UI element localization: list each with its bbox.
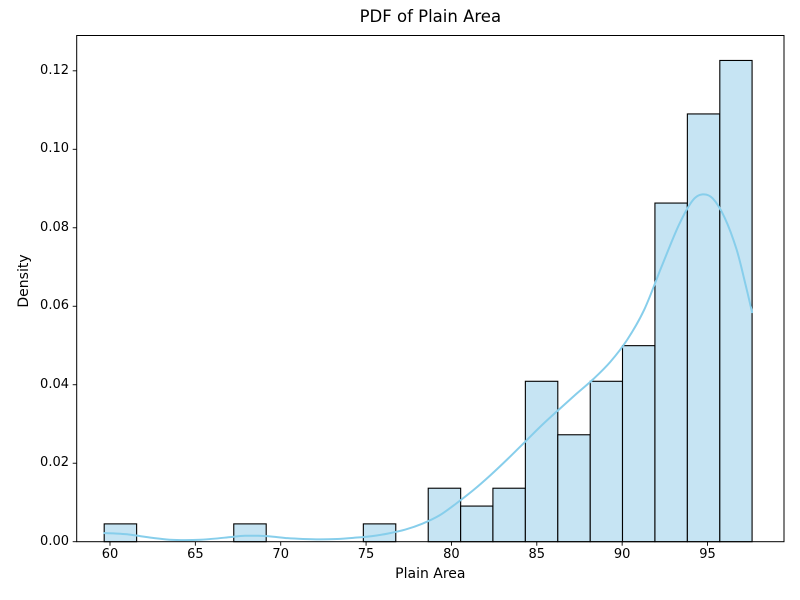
x-tick-label: 90 [613,547,631,562]
histogram-bar [233,523,267,543]
histogram-bar [589,380,624,543]
histogram-bar [686,113,721,543]
axes-spines [76,35,785,543]
histogram-bar [492,487,526,543]
histogram-bar [460,505,494,543]
y-tick-label: 0.10 [40,141,69,157]
chart-title: PDF of Plain Area [359,7,502,26]
y-tick-label: 0.08 [40,219,69,235]
histogram-bar [719,59,753,543]
histogram-bar [524,380,559,543]
y-tick-label: 0.02 [40,455,69,471]
x-tick-label: 95 [699,547,716,562]
x-tick-label: 70 [272,547,289,562]
histogram-bar [557,434,591,543]
x-tick-label: 65 [187,547,204,562]
x-tick-label: 80 [443,547,460,562]
x-tick-label: 85 [528,547,546,562]
y-tick-label: 0.06 [40,298,69,314]
histogram-bar [427,487,462,543]
kde-curve [103,193,754,542]
histogram-bar [621,345,656,543]
y-tick-label: 0.04 [40,376,69,392]
x-tick-label: 60 [101,547,119,562]
histogram-bar [654,202,688,543]
x-axis-label: Plain Area [395,566,466,582]
x-tick-label: 75 [357,547,375,562]
y-tick-label: 0.12 [40,62,69,78]
y-tick-label: 0.00 [40,533,69,549]
